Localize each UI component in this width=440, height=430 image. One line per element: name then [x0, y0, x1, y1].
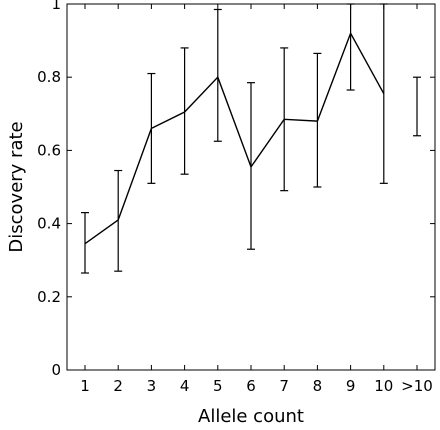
data-line: [84, 31, 385, 245]
x-tick-label: >10: [401, 377, 433, 395]
x-tick-label: 1: [80, 377, 90, 395]
y-tick-label: 0.6: [37, 141, 61, 159]
x-tick-label: 4: [180, 377, 190, 395]
x-tick-label: 3: [147, 377, 157, 395]
x-tick-label: 8: [313, 377, 323, 395]
y-tick-label: 0.4: [37, 215, 61, 233]
y-tick-label: 1: [51, 0, 61, 13]
x-axis-label: Allele count: [198, 406, 304, 427]
error-bars: [81, 3, 421, 274]
x-tick-label: 9: [346, 377, 356, 395]
y-axis-label: Discovery rate: [6, 121, 27, 252]
x-tick-label: 7: [279, 377, 289, 395]
x-tick-label: 10: [374, 377, 393, 395]
y-tick-label: 0.8: [37, 68, 61, 86]
y-tick-label: 0: [51, 361, 61, 379]
series-line: [84, 31, 385, 245]
axis-ticks: 0 0.2 0.4 0.6 0.8 1 1 2 3 4 5 6 7 8 9 10 >10: [37, 0, 435, 395]
x-tick-label: 5: [213, 377, 223, 395]
x-tick-label: 6: [246, 377, 256, 395]
y-tick-label: 0.2: [37, 288, 61, 306]
x-tick-label: 2: [113, 377, 123, 395]
